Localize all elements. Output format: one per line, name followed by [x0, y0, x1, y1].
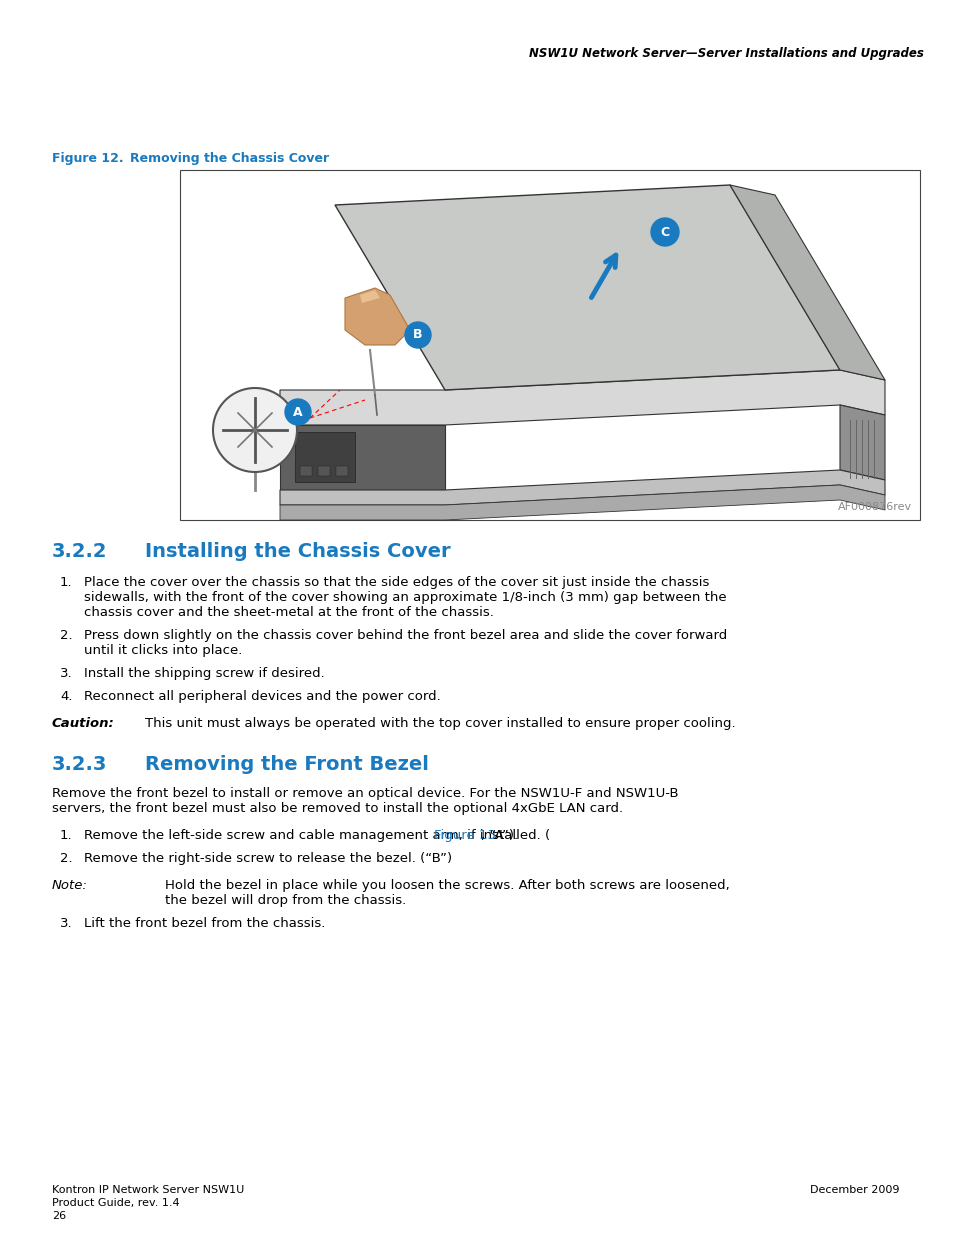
Polygon shape — [280, 485, 884, 520]
Polygon shape — [335, 185, 840, 390]
Circle shape — [405, 322, 431, 348]
Text: chassis cover and the sheet-metal at the front of the chassis.: chassis cover and the sheet-metal at the… — [84, 606, 494, 619]
Text: C: C — [659, 226, 669, 238]
Polygon shape — [280, 471, 884, 505]
Text: Removing the Chassis Cover: Removing the Chassis Cover — [130, 152, 329, 165]
Text: sidewalls, with the front of the cover showing an approximate 1/8-inch (3 mm) ga: sidewalls, with the front of the cover s… — [84, 592, 726, 604]
Text: 26: 26 — [52, 1212, 66, 1221]
Text: 3.: 3. — [60, 667, 72, 680]
Text: the bezel will drop from the chassis.: the bezel will drop from the chassis. — [165, 894, 406, 906]
Bar — [294, 432, 355, 482]
Text: Figure 13: Figure 13 — [434, 829, 496, 842]
Text: 4.: 4. — [60, 690, 72, 703]
Text: A: A — [293, 405, 302, 419]
Text: B: B — [413, 329, 422, 342]
Text: December 2009: December 2009 — [810, 1186, 899, 1195]
Polygon shape — [345, 288, 410, 345]
Text: 2.: 2. — [60, 852, 72, 864]
Polygon shape — [280, 425, 444, 490]
Polygon shape — [280, 370, 884, 425]
Bar — [180, 170, 919, 520]
Text: Place the cover over the chassis so that the side edges of the cover sit just in: Place the cover over the chassis so that… — [84, 576, 709, 589]
Text: until it clicks into place.: until it clicks into place. — [84, 643, 242, 657]
Text: Lift the front bezel from the chassis.: Lift the front bezel from the chassis. — [84, 918, 325, 930]
Text: AF000876rev: AF000876rev — [837, 501, 911, 513]
Text: , “A”).: , “A”). — [480, 829, 517, 842]
Text: Figure 12.: Figure 12. — [52, 152, 124, 165]
Text: Installing the Chassis Cover: Installing the Chassis Cover — [145, 542, 450, 561]
Text: Note:: Note: — [52, 879, 88, 892]
Bar — [299, 466, 312, 475]
Text: This unit must always be operated with the top cover installed to ensure proper : This unit must always be operated with t… — [145, 718, 735, 730]
Text: 1.: 1. — [60, 576, 72, 589]
Polygon shape — [729, 185, 884, 380]
Text: 1.: 1. — [60, 829, 72, 842]
Text: 3.: 3. — [60, 918, 72, 930]
Polygon shape — [359, 290, 379, 303]
Circle shape — [285, 399, 311, 425]
Text: servers, the front bezel must also be removed to install the optional 4xGbE LAN : servers, the front bezel must also be re… — [52, 802, 622, 815]
Circle shape — [213, 388, 296, 472]
Text: Kontron IP Network Server NSW1U: Kontron IP Network Server NSW1U — [52, 1186, 244, 1195]
Text: Reconnect all peripheral devices and the power cord.: Reconnect all peripheral devices and the… — [84, 690, 440, 703]
Text: Remove the left-side screw and cable management arm, if installed. (: Remove the left-side screw and cable man… — [84, 829, 550, 842]
Text: Install the shipping screw if desired.: Install the shipping screw if desired. — [84, 667, 324, 680]
Text: 2.: 2. — [60, 629, 72, 642]
Text: Press down slightly on the chassis cover behind the front bezel area and slide t: Press down slightly on the chassis cover… — [84, 629, 726, 642]
Text: Hold the bezel in place while you loosen the screws. After both screws are loose: Hold the bezel in place while you loosen… — [165, 879, 729, 892]
Text: Product Guide, rev. 1.4: Product Guide, rev. 1.4 — [52, 1198, 179, 1208]
Polygon shape — [840, 405, 884, 480]
Text: Remove the right-side screw to release the bezel. (“B”): Remove the right-side screw to release t… — [84, 852, 452, 864]
Text: 3.2.2: 3.2.2 — [52, 542, 108, 561]
Bar — [317, 466, 330, 475]
Text: 3.2.3: 3.2.3 — [52, 755, 108, 774]
Text: Caution:: Caution: — [52, 718, 114, 730]
Text: NSW1U Network Server—Server Installations and Upgrades: NSW1U Network Server—Server Installation… — [529, 47, 923, 61]
Text: Remove the front bezel to install or remove an optical device. For the NSW1U-F a: Remove the front bezel to install or rem… — [52, 787, 678, 800]
Bar — [335, 466, 348, 475]
Text: Removing the Front Bezel: Removing the Front Bezel — [145, 755, 429, 774]
Circle shape — [650, 219, 679, 246]
